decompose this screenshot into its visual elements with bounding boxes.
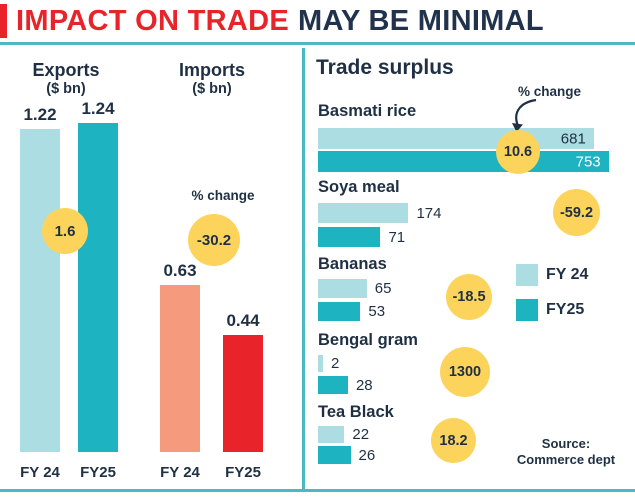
row-label-bananas: Bananas	[318, 255, 387, 273]
soya-fy25-bar	[318, 227, 381, 247]
source-line1: Source:	[541, 436, 591, 451]
tea-fy24-value: 22	[352, 426, 370, 443]
bengal-fy25-value: 28	[355, 376, 373, 394]
bananas-fy25-value: 53	[368, 303, 386, 320]
soya-pct-change-badge: -59.2	[553, 189, 600, 236]
tea-pct-change-value: 18.2	[439, 432, 468, 449]
exports-header: Exports ($ bn)	[8, 60, 124, 97]
pct-change-arrow-icon	[512, 98, 537, 132]
basmati-fy25-value: 753	[575, 153, 601, 170]
bananas-fy24-bar	[318, 279, 367, 298]
exports-header-unit: ($ bn)	[46, 80, 86, 97]
legend-fy24: FY 24	[516, 264, 588, 286]
title-bar: IMPACT ON TRADE MAY BE MINIMAL	[0, 0, 635, 45]
soya-fy24-bar	[318, 203, 409, 223]
exports-imports-chart: Exports ($ bn) Imports ($ bn) 1.22 1.24 …	[0, 48, 302, 489]
imports-header-name: Imports	[178, 60, 245, 80]
legend-fy25-swatch	[516, 299, 538, 321]
imports-fy25-bar: 0.44	[223, 311, 263, 452]
row-label-basmati-rice: Basmati rice	[318, 102, 417, 120]
bengal-fy25-row: 28	[318, 376, 373, 394]
trade-surplus-chart: Trade surplus % change Basmati rice 681 …	[306, 48, 635, 489]
exports-pct-change-value: 1.6	[54, 222, 76, 240]
imports-fy24-value: 0.63	[163, 261, 197, 281]
exports-fy24-label: FY 24	[20, 464, 60, 481]
page-title: IMPACT ON TRADE MAY BE MINIMAL	[16, 5, 544, 38]
bengal-fy25-bar	[318, 376, 348, 394]
imports-pct-change-badge: -30.2	[188, 214, 240, 266]
bengal-fy24-bar	[318, 355, 323, 372]
vertical-divider	[302, 48, 305, 489]
tea-fy24-bar	[318, 426, 345, 443]
imports-fy24-bar: 0.63	[160, 261, 200, 452]
basmati-fy24-bar: 681	[318, 128, 594, 149]
basmati-pct-change-badge: 10.6	[496, 130, 540, 174]
source-credit: Source: Commerce dept	[506, 436, 626, 469]
trade-surplus-title: Trade surplus	[316, 56, 454, 79]
exports-fy25-label: FY25	[80, 464, 116, 481]
bengal-fy24-value: 2	[331, 355, 340, 372]
exports-fy24-value: 1.22	[23, 104, 57, 124]
imports-fy24-label: FY 24	[160, 464, 200, 481]
soya-fy24-value: 174	[416, 204, 442, 222]
soya-pct-change-value: -59.2	[559, 204, 594, 221]
basmati-pct-change-value: 10.6	[503, 144, 533, 160]
exports-pct-change-badge: 1.6	[42, 208, 88, 254]
page-title-rest: MAY BE MINIMAL	[298, 4, 544, 37]
imports-header: Imports ($ bn)	[152, 60, 272, 97]
row-label-soya-meal: Soya meal	[318, 178, 400, 196]
soya-fy25-row: 71	[318, 227, 405, 247]
source-line2: Commerce dept	[516, 452, 616, 468]
exports-fy24-bar: 1.22	[20, 105, 60, 452]
bananas-pct-change-value: -18.5	[452, 289, 486, 305]
imports-pct-change-label: % change	[191, 188, 255, 203]
imports-header-unit: ($ bn)	[192, 80, 232, 97]
bengal-pct-change-badge: 1300	[440, 347, 490, 397]
basmati-fy25-row: 753	[318, 151, 609, 172]
exports-fy25-bar: 1.24	[78, 99, 118, 452]
bananas-fy24-row: 65	[318, 279, 391, 298]
title-accent-bar	[0, 4, 7, 38]
bananas-fy25-bar	[318, 302, 361, 321]
bottom-divider	[0, 489, 635, 492]
basmati-fy24-row: 681	[318, 128, 594, 149]
tea-fy25-bar	[318, 446, 351, 464]
basmati-fy24-value: 681	[560, 130, 586, 147]
legend-fy25-label: FY25	[546, 301, 585, 318]
imports-fy25-label: FY25	[225, 464, 261, 481]
bengal-pct-change-value: 1300	[448, 364, 482, 380]
legend-fy24-swatch	[516, 264, 538, 286]
legend-fy25: FY25	[516, 299, 584, 321]
page-title-highlight: IMPACT ON TRADE	[16, 4, 290, 37]
tea-fy24-row: 22	[318, 426, 369, 443]
bananas-pct-change-badge: -18.5	[446, 274, 492, 320]
tea-fy25-value: 26	[358, 446, 376, 464]
tea-fy25-row: 26	[318, 446, 375, 464]
row-label-bengal-gram: Bengal gram	[318, 331, 418, 349]
bananas-fy25-row: 53	[318, 302, 385, 321]
soya-fy25-value: 71	[388, 228, 406, 246]
legend-fy24-label: FY 24	[546, 266, 589, 283]
exports-fy25-value: 1.24	[81, 99, 115, 119]
surplus-pct-change-label: % change	[517, 84, 582, 99]
tea-pct-change-badge: 18.2	[431, 418, 476, 463]
soya-fy24-row: 174	[318, 203, 442, 223]
bananas-fy24-value: 65	[374, 280, 392, 297]
imports-pct-change-value: -30.2	[196, 231, 232, 249]
row-label-tea-black: Tea Black	[318, 403, 394, 421]
bengal-fy24-row: 2	[318, 355, 339, 372]
basmati-fy25-bar: 753	[318, 151, 609, 172]
exports-header-name: Exports	[32, 60, 100, 80]
imports-fy25-value: 0.44	[226, 311, 260, 331]
